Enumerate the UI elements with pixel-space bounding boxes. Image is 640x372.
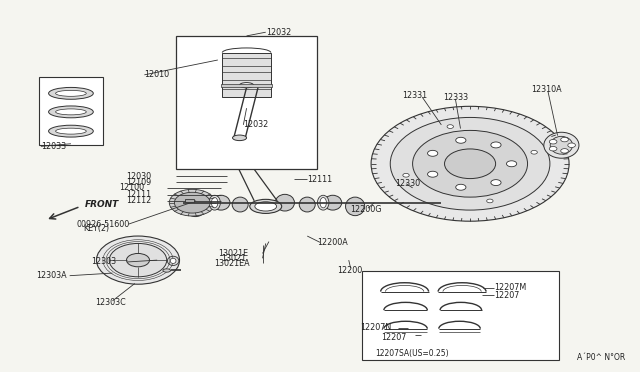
- Circle shape: [390, 118, 550, 210]
- Text: 12010: 12010: [145, 70, 170, 79]
- Text: 12207: 12207: [381, 333, 406, 342]
- Text: 12330: 12330: [395, 179, 420, 188]
- Text: 12112: 12112: [127, 196, 152, 205]
- Bar: [184, 199, 193, 202]
- Ellipse shape: [163, 269, 171, 272]
- Text: 12033: 12033: [41, 142, 66, 151]
- Ellipse shape: [346, 197, 365, 216]
- Text: 12207N: 12207N: [360, 323, 392, 333]
- Circle shape: [371, 106, 569, 221]
- Circle shape: [568, 143, 575, 147]
- Text: 12032: 12032: [266, 28, 291, 37]
- Text: 00926-51600: 00926-51600: [76, 220, 129, 229]
- Ellipse shape: [209, 195, 220, 210]
- Ellipse shape: [212, 195, 230, 210]
- Ellipse shape: [232, 197, 248, 212]
- Text: 13021E: 13021E: [218, 249, 248, 258]
- Text: 12303A: 12303A: [36, 271, 67, 280]
- Text: 13021EA: 13021EA: [214, 259, 250, 268]
- Circle shape: [109, 243, 167, 277]
- Ellipse shape: [255, 202, 276, 211]
- Circle shape: [403, 173, 409, 177]
- Ellipse shape: [320, 198, 326, 208]
- Text: 12207M: 12207M: [494, 283, 527, 292]
- Bar: [221, 84, 272, 87]
- Circle shape: [456, 184, 466, 190]
- Text: 12303C: 12303C: [95, 298, 126, 307]
- Ellipse shape: [49, 87, 93, 99]
- Ellipse shape: [232, 135, 246, 141]
- Text: 12200A: 12200A: [317, 238, 348, 247]
- Text: 12207: 12207: [494, 291, 520, 300]
- Text: 12200: 12200: [337, 266, 362, 275]
- Circle shape: [561, 149, 568, 153]
- Text: 12303: 12303: [92, 257, 116, 266]
- Circle shape: [549, 147, 557, 151]
- Text: 12109: 12109: [127, 178, 152, 187]
- Ellipse shape: [168, 256, 179, 266]
- Text: 13021: 13021: [221, 254, 246, 263]
- Ellipse shape: [211, 198, 218, 208]
- Circle shape: [445, 149, 495, 179]
- Ellipse shape: [49, 125, 93, 137]
- Circle shape: [170, 189, 215, 216]
- Ellipse shape: [184, 196, 207, 217]
- Circle shape: [428, 150, 438, 156]
- Circle shape: [174, 192, 210, 213]
- Text: 12100: 12100: [119, 183, 144, 192]
- Text: KEY(2): KEY(2): [84, 224, 110, 233]
- Ellipse shape: [49, 106, 93, 118]
- Text: A´P0^ N°OR: A´P0^ N°OR: [577, 353, 625, 362]
- Circle shape: [127, 253, 150, 267]
- Bar: [176, 36, 317, 169]
- Text: 12111: 12111: [127, 190, 152, 199]
- Ellipse shape: [300, 197, 316, 212]
- Text: 12333: 12333: [444, 93, 468, 102]
- Ellipse shape: [170, 258, 176, 263]
- Text: FRONT: FRONT: [85, 200, 119, 209]
- Circle shape: [491, 180, 501, 186]
- Bar: [39, 77, 103, 145]
- Text: 12032: 12032: [243, 121, 269, 129]
- Ellipse shape: [56, 128, 86, 134]
- Circle shape: [428, 171, 438, 177]
- Text: 12111: 12111: [307, 175, 332, 184]
- Text: 12200G: 12200G: [350, 205, 381, 214]
- Text: 12310A: 12310A: [531, 85, 561, 94]
- Circle shape: [447, 125, 454, 128]
- Ellipse shape: [324, 195, 342, 210]
- Circle shape: [506, 161, 516, 167]
- Ellipse shape: [317, 195, 329, 210]
- Bar: [362, 271, 559, 360]
- Text: 12331: 12331: [402, 91, 427, 100]
- Circle shape: [486, 199, 493, 203]
- Ellipse shape: [250, 199, 282, 214]
- Circle shape: [491, 142, 501, 148]
- Ellipse shape: [56, 90, 86, 96]
- Circle shape: [531, 150, 538, 154]
- Text: 12207SA(US=0.25): 12207SA(US=0.25): [375, 349, 449, 358]
- Circle shape: [549, 140, 557, 144]
- Circle shape: [456, 137, 466, 143]
- Ellipse shape: [56, 109, 86, 115]
- Bar: [222, 52, 271, 97]
- Ellipse shape: [550, 137, 573, 154]
- Circle shape: [561, 137, 568, 142]
- Ellipse shape: [275, 194, 294, 211]
- Text: 12030: 12030: [127, 172, 152, 181]
- Ellipse shape: [544, 132, 579, 158]
- Circle shape: [97, 236, 179, 284]
- Ellipse shape: [239, 83, 253, 88]
- Circle shape: [413, 131, 527, 197]
